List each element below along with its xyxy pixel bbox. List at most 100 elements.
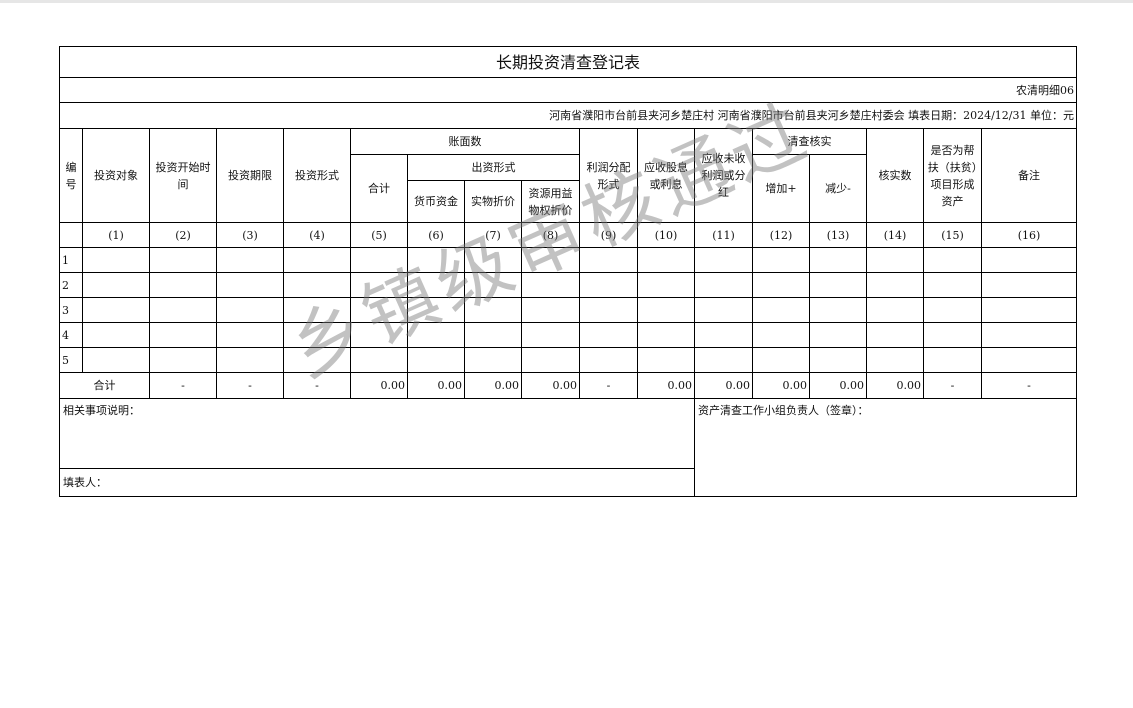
table-cell[interactable]	[464, 247, 522, 273]
table-cell[interactable]	[464, 272, 522, 298]
table-cell[interactable]	[521, 297, 580, 323]
table-cell[interactable]	[809, 272, 867, 298]
table-cell[interactable]	[694, 322, 753, 348]
table-cell[interactable]	[694, 297, 753, 323]
table-cell[interactable]	[283, 247, 351, 273]
table-cell[interactable]	[283, 297, 351, 323]
column-index: (10)	[637, 222, 695, 248]
table-cell[interactable]	[752, 322, 810, 348]
table-cell[interactable]	[866, 297, 924, 323]
table-cell[interactable]	[464, 322, 522, 348]
index-blank	[59, 222, 83, 248]
table-cell[interactable]	[283, 322, 351, 348]
table-cell[interactable]	[923, 247, 982, 273]
table-cell[interactable]	[923, 347, 982, 373]
table-cell[interactable]	[350, 347, 408, 373]
row-number: 5	[59, 347, 83, 373]
table-cell[interactable]	[521, 347, 580, 373]
table-row: 5	[59, 347, 1077, 373]
table-cell[interactable]	[981, 322, 1077, 348]
total-cell: 0.00	[809, 372, 867, 399]
table-cell[interactable]	[923, 272, 982, 298]
table-cell[interactable]	[283, 272, 351, 298]
table-cell[interactable]	[407, 347, 465, 373]
form-code: 农清明细06	[59, 77, 1077, 103]
table-cell[interactable]	[216, 297, 284, 323]
column-index: (2)	[149, 222, 217, 248]
table-cell[interactable]	[637, 322, 695, 348]
table-cell[interactable]	[407, 297, 465, 323]
table-cell[interactable]	[216, 272, 284, 298]
table-cell[interactable]	[149, 247, 217, 273]
table-cell[interactable]	[521, 322, 580, 348]
table-cell[interactable]	[149, 322, 217, 348]
table-cell[interactable]	[82, 272, 150, 298]
table-cell[interactable]	[350, 272, 408, 298]
total-cell: -	[283, 372, 351, 399]
table-cell[interactable]	[407, 322, 465, 348]
table-cell[interactable]	[694, 247, 753, 273]
table-cell[interactable]	[809, 347, 867, 373]
table-cell[interactable]	[923, 322, 982, 348]
table-cell[interactable]	[637, 272, 695, 298]
table-cell[interactable]	[809, 247, 867, 273]
table-cell[interactable]	[637, 347, 695, 373]
table-cell[interactable]	[149, 297, 217, 323]
table-cell[interactable]	[579, 247, 638, 273]
column-index: (1)	[82, 222, 150, 248]
total-cell: -	[216, 372, 284, 399]
table-cell[interactable]	[637, 247, 695, 273]
table-cell[interactable]	[82, 347, 150, 373]
table-cell[interactable]	[809, 322, 867, 348]
table-cell[interactable]	[981, 247, 1077, 273]
column-index: (5)	[350, 222, 408, 248]
filler-field[interactable]: 填表人：	[59, 468, 695, 497]
table-cell[interactable]	[866, 247, 924, 273]
table-cell[interactable]	[809, 297, 867, 323]
header-rights: 资源用益物权折价	[521, 180, 580, 223]
table-cell[interactable]	[752, 297, 810, 323]
table-cell[interactable]	[350, 322, 408, 348]
table-cell[interactable]	[350, 297, 408, 323]
header-term: 投资期限	[216, 128, 284, 223]
table-cell[interactable]	[579, 347, 638, 373]
table-cell[interactable]	[579, 322, 638, 348]
table-cell[interactable]	[216, 247, 284, 273]
table-cell[interactable]	[981, 272, 1077, 298]
table-cell[interactable]	[752, 272, 810, 298]
table-cell[interactable]	[866, 322, 924, 348]
table-cell[interactable]	[464, 297, 522, 323]
total-cell: 0.00	[350, 372, 408, 399]
table-cell[interactable]	[216, 322, 284, 348]
table-cell[interactable]	[149, 272, 217, 298]
table-cell[interactable]	[637, 297, 695, 323]
table-cell[interactable]	[82, 322, 150, 348]
table-row: 1	[59, 247, 1077, 273]
table-cell[interactable]	[866, 272, 924, 298]
table-cell[interactable]	[579, 297, 638, 323]
header-book: 账面数	[350, 128, 580, 155]
table-cell[interactable]	[82, 247, 150, 273]
table-cell[interactable]	[981, 347, 1077, 373]
table-cell[interactable]	[149, 347, 217, 373]
table-cell[interactable]	[981, 297, 1077, 323]
table-cell[interactable]	[82, 297, 150, 323]
table-cell[interactable]	[694, 272, 753, 298]
table-cell[interactable]	[216, 347, 284, 373]
table-cell[interactable]	[521, 272, 580, 298]
table-cell[interactable]	[350, 247, 408, 273]
column-index: (14)	[866, 222, 924, 248]
table-cell[interactable]	[521, 247, 580, 273]
table-cell[interactable]	[923, 297, 982, 323]
table-cell[interactable]	[407, 272, 465, 298]
table-cell[interactable]	[694, 347, 753, 373]
table-cell[interactable]	[579, 272, 638, 298]
table-cell[interactable]	[464, 347, 522, 373]
leader-signature-field[interactable]: 资产清查工作小组负责人（签章）：	[694, 398, 1077, 497]
table-cell[interactable]	[752, 347, 810, 373]
table-cell[interactable]	[752, 247, 810, 273]
notes-field[interactable]: 相关事项说明：	[59, 398, 695, 469]
table-cell[interactable]	[283, 347, 351, 373]
table-cell[interactable]	[407, 247, 465, 273]
table-cell[interactable]	[866, 347, 924, 373]
